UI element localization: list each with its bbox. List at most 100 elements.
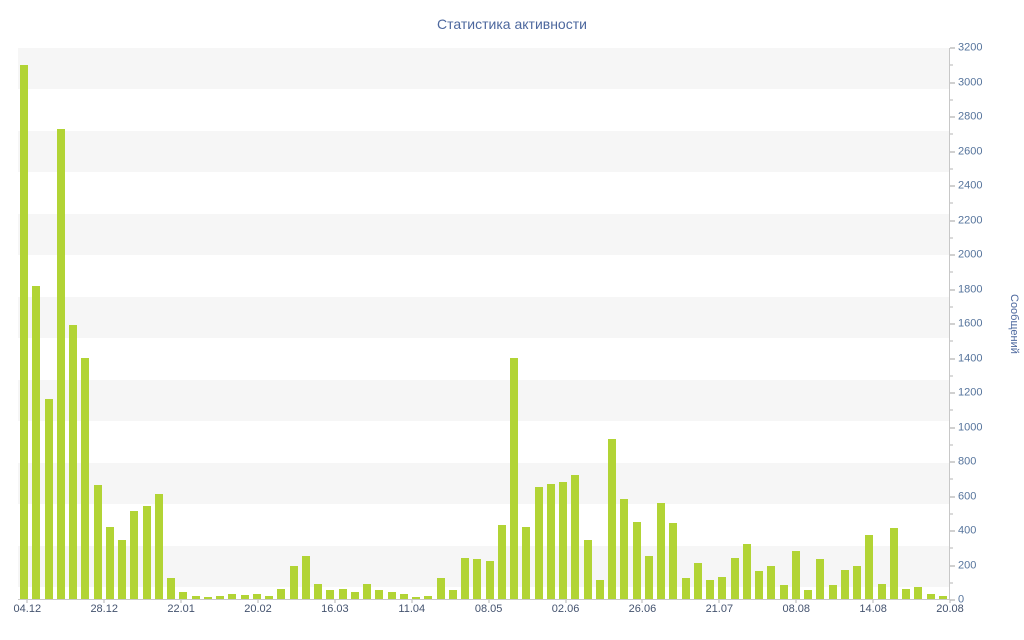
bar (693, 562, 702, 599)
bar (56, 128, 65, 599)
x-tick (257, 600, 259, 603)
bar (167, 578, 175, 599)
bar (326, 590, 335, 599)
y-axis-label: 1600 (958, 317, 983, 330)
y-tick (950, 202, 953, 204)
y-tick (950, 323, 955, 325)
x-axis-label: 11.04 (398, 603, 426, 615)
y-tick (950, 461, 955, 463)
x-axis-label: 02.06 (551, 603, 580, 615)
y-axis-label: 200 (958, 559, 977, 571)
bar (485, 561, 494, 599)
bar (69, 325, 77, 599)
bar (289, 566, 298, 599)
bar (914, 586, 923, 599)
chart-title: Статистика активности (437, 16, 587, 32)
x-axis-label: 20.08 (936, 603, 964, 615)
y-tick (950, 306, 953, 308)
bar (889, 528, 898, 599)
y-tick (950, 116, 955, 118)
x-tick (718, 600, 720, 603)
x-tick (411, 600, 413, 603)
y-tick (950, 220, 955, 221)
bar (277, 588, 286, 599)
bar (828, 585, 837, 599)
y-tick (950, 99, 953, 101)
y-tick (950, 375, 953, 377)
bar (510, 357, 518, 599)
bar (314, 583, 322, 599)
bar (93, 485, 102, 599)
bar (265, 595, 273, 599)
y-axis-label: 400 (958, 524, 977, 537)
x-tick (26, 600, 28, 603)
x-tick (334, 600, 336, 603)
y-axis-label: 2200 (958, 214, 983, 226)
y-axis-label: 3000 (958, 76, 983, 88)
y-axis-label: 2800 (958, 110, 983, 123)
bar (32, 285, 41, 599)
y-axis-label: 600 (958, 490, 977, 502)
bar (669, 523, 678, 599)
y-tick (950, 289, 955, 290)
bar (755, 571, 763, 599)
y-axis-label: 1400 (958, 352, 983, 364)
bar (399, 593, 408, 599)
y-tick (950, 237, 953, 239)
bar (644, 555, 653, 599)
y-tick (950, 358, 955, 359)
bar (840, 569, 849, 599)
x-axis-labels: 04.12 28.12 22.01 20.02 16.03 11.04 08.05 02.06… (14, 603, 964, 619)
bar (448, 590, 457, 599)
y-tick (950, 599, 955, 601)
y-tick (950, 185, 955, 187)
bar (387, 592, 396, 599)
y-tick (950, 133, 953, 135)
bar (338, 588, 347, 599)
bar (902, 588, 910, 599)
bar (938, 595, 947, 599)
y-axis-label: 2600 (958, 145, 983, 157)
bar (497, 524, 506, 599)
y-axis-label: 2400 (958, 179, 983, 192)
x-tick (180, 600, 182, 603)
y-tick (950, 513, 953, 515)
bar (44, 399, 53, 599)
y-tick (950, 82, 955, 83)
bar (81, 357, 90, 599)
x-tick (949, 600, 951, 603)
bar (681, 578, 690, 599)
y-axis-title: Сообщений (1008, 294, 1020, 354)
bar (595, 580, 604, 599)
bar (791, 550, 800, 599)
y-tick (950, 168, 953, 170)
plot-area (18, 48, 950, 600)
y-axis-label: 2000 (958, 248, 983, 261)
bar (191, 595, 200, 599)
bar (706, 580, 714, 599)
x-axis-label: 28.12 (90, 603, 118, 615)
x-tick (565, 600, 567, 603)
y-axis-label: 1000 (958, 421, 983, 433)
bar (571, 475, 580, 599)
bar (118, 540, 126, 599)
x-axis-label: 20.02 (244, 603, 272, 615)
bar (546, 483, 555, 599)
bar (742, 543, 751, 599)
x-tick (641, 600, 643, 603)
x-axis-label: 08.08 (782, 603, 810, 615)
y-tick (950, 254, 955, 256)
bar (203, 597, 212, 599)
x-axis-label: 08.05 (474, 603, 503, 615)
y-axis-labels: 0 200 400 600 800 1000 1200 1400 1600 1800 2000 220… (958, 42, 992, 605)
bar (522, 526, 531, 599)
bar (534, 487, 543, 599)
x-tick (872, 600, 874, 603)
bar (461, 557, 469, 599)
y-tick (950, 64, 953, 66)
x-tick (795, 600, 797, 603)
y-axis-label: 1200 (958, 386, 983, 399)
bar (473, 559, 482, 599)
y-axis-label: 800 (958, 455, 977, 468)
y-tick (950, 496, 955, 497)
